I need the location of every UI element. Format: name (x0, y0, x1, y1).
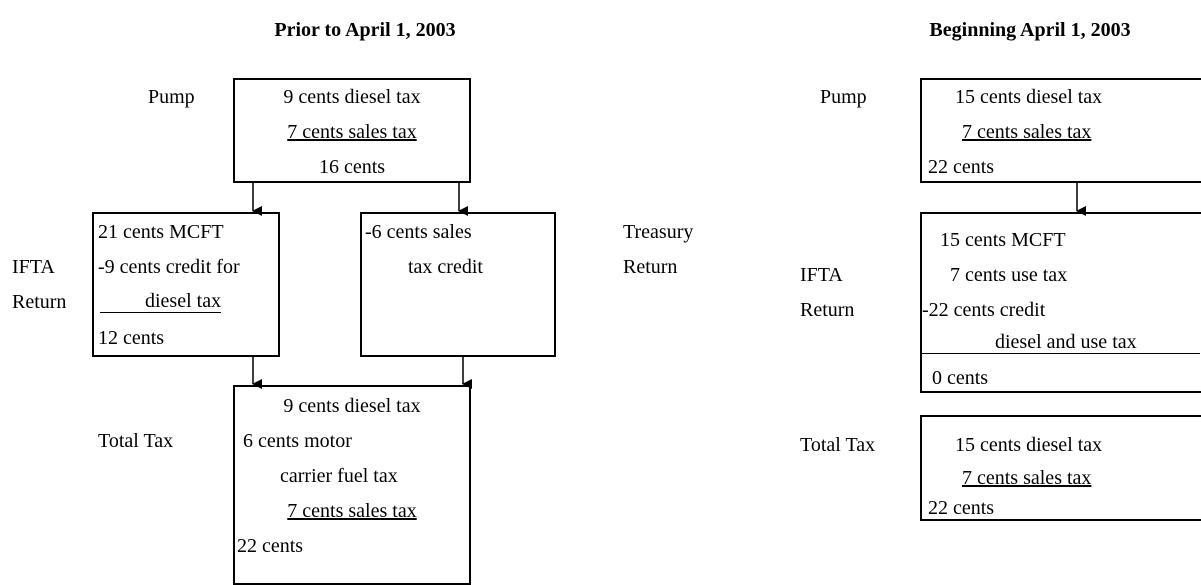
pump-box (233, 78, 471, 183)
line: 15 cents MCFT (940, 229, 1066, 251)
line: 12 cents (98, 327, 165, 349)
treasury-box (360, 212, 556, 357)
label: Pump (148, 86, 195, 108)
line: 22 cents (928, 156, 995, 178)
line: 7 cents sales tax (962, 467, 1092, 489)
pump-box (920, 78, 1201, 183)
label: Total Tax (98, 430, 174, 452)
line: diesel and use tax (922, 331, 1200, 354)
title: Beginning April 1, 2003 (929, 19, 1131, 41)
line: carrier fuel tax (280, 465, 398, 487)
ifta-box (92, 212, 280, 357)
line: 7 cents use tax (950, 264, 1068, 286)
line: 15 cents diesel tax (955, 434, 1103, 456)
line: -9 cents credit for (98, 256, 240, 278)
line: 6 cents motor (243, 430, 352, 452)
line: 22 cents (237, 535, 304, 557)
line: 7 cents sales tax (287, 121, 417, 143)
line: 21 cents MCFT (98, 221, 224, 243)
title: Prior to April 1, 2003 (274, 19, 456, 41)
ifta-box (920, 212, 1201, 393)
label: Total Tax (800, 434, 876, 456)
line: 16 cents (318, 156, 386, 178)
label: Pump (820, 86, 867, 108)
label: Return (12, 291, 67, 313)
label: IFTA (12, 256, 55, 278)
line: -22 cents credit (922, 299, 1046, 321)
line: 7 cents sales tax (287, 500, 417, 522)
label: Treasury (623, 221, 694, 243)
line: tax credit (408, 256, 483, 278)
label: IFTA (800, 264, 843, 286)
line: 0 cents (932, 367, 989, 389)
line: 22 cents (928, 497, 995, 519)
line: 9 cents diesel tax (283, 86, 421, 108)
line: 9 cents diesel tax (283, 395, 421, 417)
line: 15 cents diesel tax (955, 86, 1103, 108)
line: -6 cents sales (365, 221, 472, 243)
page: Prior to April 1, 2003 Pump 9 cents dies… (12, 19, 1201, 585)
line: diesel tax (100, 290, 222, 313)
label: Return (623, 256, 678, 278)
arrows (252, 182, 1086, 389)
total-box (920, 415, 1201, 521)
label: Return (800, 299, 855, 321)
line: 7 cents sales tax (962, 121, 1092, 143)
